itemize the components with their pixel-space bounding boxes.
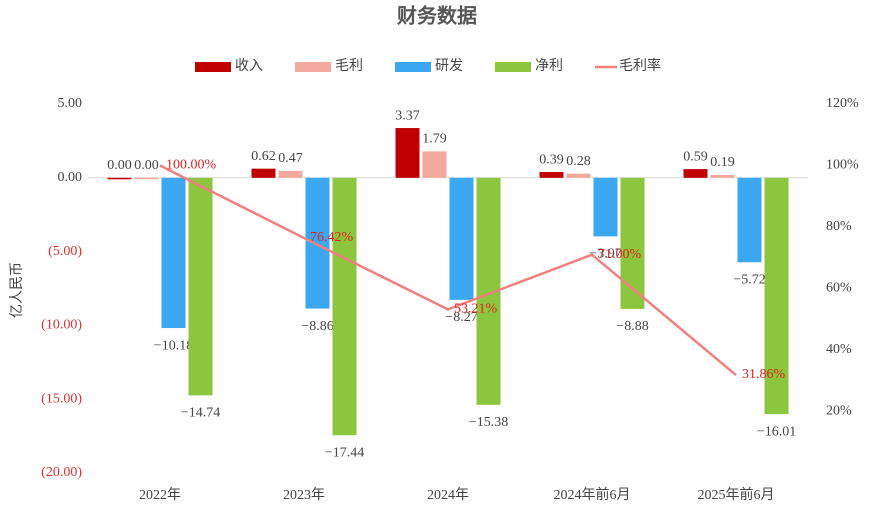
line	[159, 164, 737, 376]
legend-swatch	[395, 62, 431, 72]
value-label: 0.19	[710, 155, 735, 170]
y2-tick-label: 120%	[826, 96, 859, 111]
bar	[134, 177, 159, 180]
line-value-label: 31.86%	[742, 367, 786, 382]
legend-label: 收入	[235, 58, 263, 74]
value-label: 1.79	[422, 132, 447, 147]
bar	[107, 177, 132, 180]
x-tick-label: 2023年	[283, 487, 325, 503]
bar	[278, 170, 303, 178]
chart-title: 财务数据	[397, 4, 477, 28]
y-tick-label: (5.00)	[48, 244, 82, 259]
value-label: 0.62	[251, 149, 276, 164]
x-tick-label: 2024年前6月	[554, 486, 631, 503]
y-tick-label: (15.00)	[41, 391, 82, 406]
line-value-label: 71.00%	[598, 247, 642, 262]
y-tick-label: (10.00)	[41, 318, 82, 333]
y2-tick-label: 80%	[826, 219, 852, 234]
value-label: −8.86	[301, 319, 333, 334]
bar	[251, 168, 276, 178]
legend-label: 毛利	[335, 58, 363, 74]
bar	[395, 128, 420, 178]
value-label: −10.18	[154, 338, 193, 353]
value-label: 0.28	[566, 154, 591, 169]
line-value-label: 53.21%	[454, 302, 498, 317]
value-label: 0.00	[134, 158, 159, 173]
y2-tick-label: 20%	[826, 404, 852, 419]
value-label: −14.74	[181, 406, 220, 421]
legend-label: 净利	[535, 58, 563, 74]
line-value-label: 76.42%	[310, 230, 354, 245]
legend-label: 毛利率	[619, 57, 661, 74]
value-label: 3.37	[395, 108, 420, 123]
value-label: 0.47	[278, 151, 303, 166]
value-label: −5.72	[733, 272, 765, 287]
y-axis-title: 亿人民币	[9, 262, 25, 318]
bar	[710, 174, 735, 178]
value-label: −8.27	[445, 310, 477, 325]
y-tick-label: 5.00	[58, 96, 83, 111]
y-tick-label: 0.00	[58, 170, 83, 185]
line-value-label: 100.00%	[166, 158, 217, 173]
value-label: 0.59	[683, 149, 708, 164]
y-tick-label: (20.00)	[41, 465, 82, 480]
y2-tick-label: 100%	[826, 158, 859, 173]
bar	[332, 177, 357, 436]
bar	[539, 172, 564, 178]
bar	[161, 177, 186, 329]
x-tick-label: 2025年前6月	[698, 486, 775, 503]
value-label: −15.38	[469, 415, 508, 430]
bar	[188, 177, 213, 396]
y2-tick-label: 40%	[826, 342, 852, 357]
legend-label: 研发	[435, 58, 463, 74]
value-label: 0.39	[539, 152, 564, 167]
bar	[593, 177, 618, 237]
bar	[764, 177, 789, 415]
value-label: −8.88	[616, 319, 648, 334]
bar	[449, 177, 474, 300]
legend-swatch	[495, 62, 531, 72]
value-label: −17.44	[325, 445, 364, 460]
x-tick-label: 2022年	[139, 487, 181, 503]
legend-swatch	[295, 62, 331, 72]
bar	[422, 151, 447, 178]
value-label: 0.00	[107, 158, 132, 173]
bar	[737, 177, 762, 263]
value-label: −16.01	[757, 424, 796, 439]
bar	[566, 173, 591, 178]
legend-swatch	[195, 62, 231, 72]
bar	[305, 177, 330, 309]
x-tick-label: 2024年	[427, 487, 469, 503]
y2-tick-label: 60%	[826, 281, 852, 296]
bar	[683, 169, 708, 178]
